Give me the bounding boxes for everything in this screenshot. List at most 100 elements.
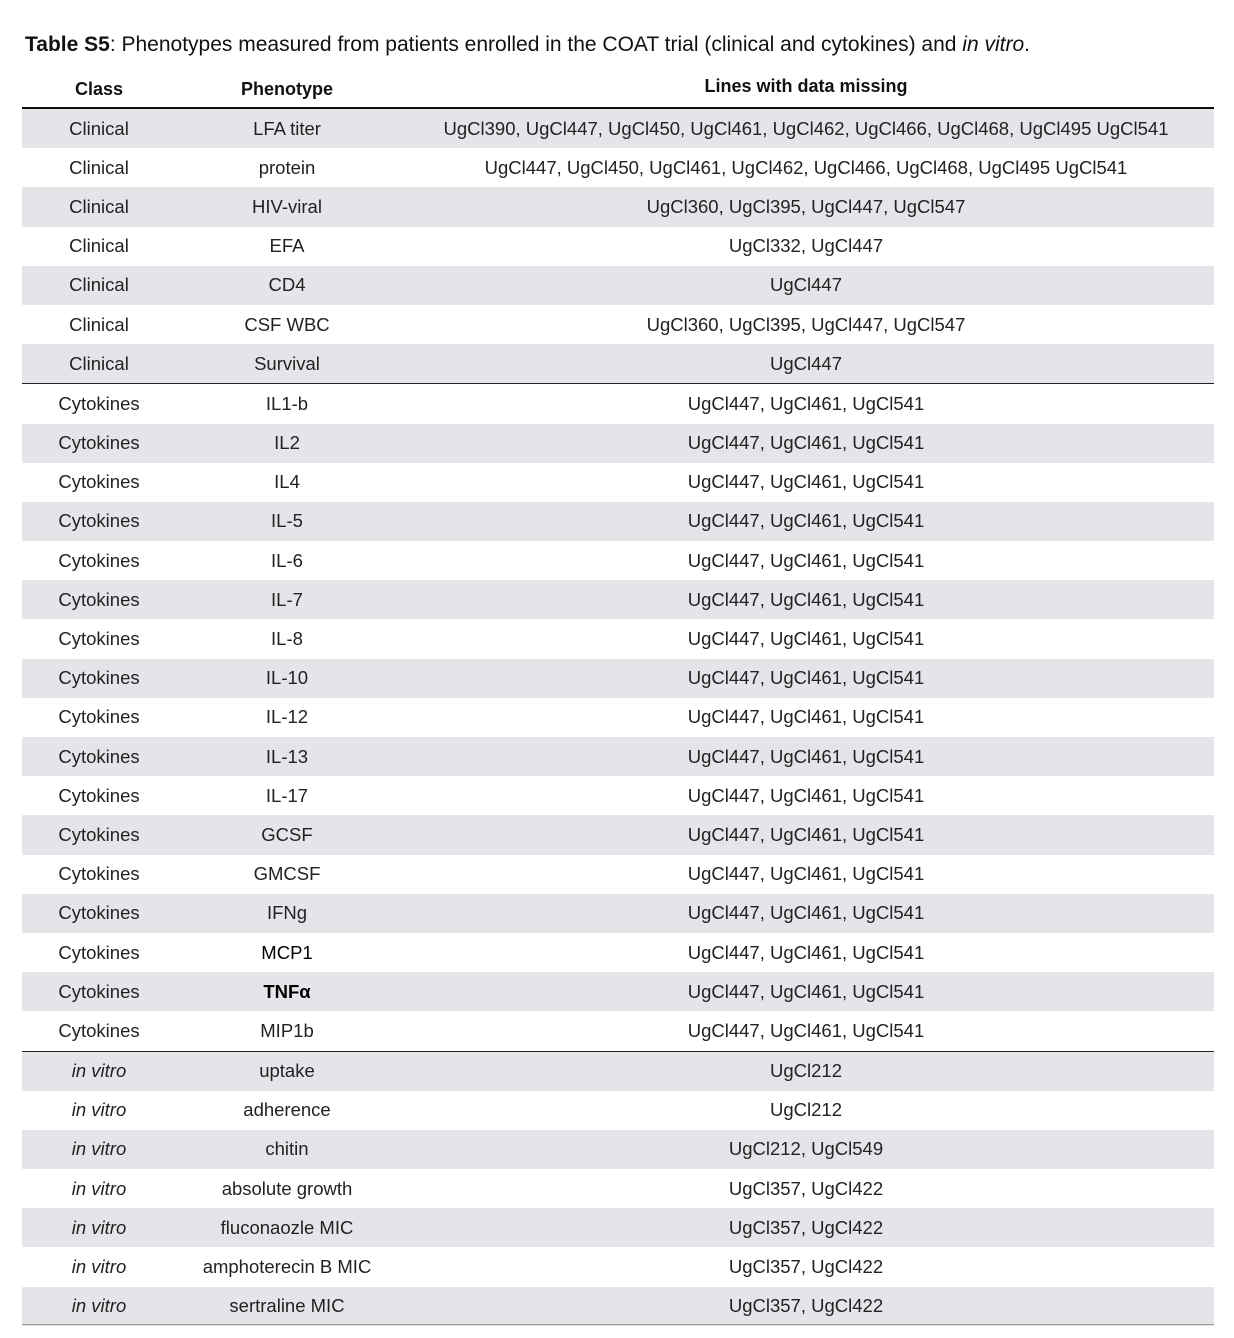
- table-row: in vitro absolute growth UgCl357, UgCl422: [22, 1169, 1214, 1208]
- cell-phenotype: chitin: [265, 1138, 309, 1160]
- cell-class: Clinical: [69, 313, 129, 335]
- table-row: Clinical CD4 UgCl447: [22, 265, 1214, 305]
- table-row: Cytokines IL-6 UgCl447, UgCl461, UgCl541: [22, 541, 1214, 580]
- caption-text: : Phenotypes measured from patients enro…: [109, 33, 963, 56]
- cell-lines-missing: UgCl357, UgCl422: [728, 1177, 884, 1199]
- caption-label: Table S5: [25, 33, 110, 56]
- table-row: Cytokines IL2 UgCl447, UgCl461, UgCl541: [22, 423, 1214, 463]
- cell-class: Clinical: [69, 352, 129, 374]
- cell-lines-missing: UgCl447, UgCl461, UgCl541: [687, 980, 925, 1002]
- cell-lines-missing: UgCl447, UgCl450, UgCl461, UgCl462, UgCl…: [484, 156, 1128, 178]
- cell-phenotype: GMCSF: [253, 863, 321, 885]
- cell-lines-missing: UgCl212, UgCl549: [728, 1138, 884, 1160]
- cell-lines-missing: UgCl447, UgCl461, UgCl541: [687, 471, 925, 493]
- cell-lines-missing: UgCl447, UgCl461, UgCl541: [687, 863, 925, 885]
- cell-class: Cytokines: [58, 628, 140, 650]
- cell-class: Clinical: [69, 195, 129, 217]
- cell-phenotype: MCP1: [261, 941, 313, 963]
- table-row: Cytokines GMCSF UgCl447, UgCl461, UgCl541: [22, 855, 1214, 894]
- table-row: Cytokines IL-8 UgCl447, UgCl461, UgCl541: [22, 619, 1214, 658]
- cell-class: Clinical: [69, 235, 129, 257]
- cell-phenotype: IL-10: [265, 667, 309, 689]
- table-row: Cytokines IL4 UgCl447, UgCl461, UgCl541: [22, 463, 1214, 502]
- cell-lines-missing: UgCl447, UgCl461, UgCl541: [687, 941, 925, 963]
- cell-lines-missing: UgCl332, UgCl447: [728, 235, 884, 257]
- cell-phenotype: sertraline MIC: [229, 1295, 345, 1317]
- cell-phenotype: TNFα: [263, 980, 311, 1002]
- cell-phenotype: IL-17: [265, 784, 309, 806]
- table-row: in vitro fluconaozle MIC UgCl357, UgCl422: [22, 1208, 1214, 1248]
- table-row: in vitro adherence UgCl212: [22, 1091, 1214, 1130]
- cell-phenotype: fluconaozle MIC: [220, 1216, 354, 1238]
- cell-phenotype: amphoterecin B MIC: [202, 1256, 372, 1278]
- cell-class: Cytokines: [58, 1019, 140, 1041]
- cell-class: Cytokines: [58, 432, 140, 454]
- table-row: Clinical LFA titer UgCl390, UgCl447, UgCl4…: [22, 109, 1214, 149]
- cell-phenotype: IFNg: [266, 902, 308, 924]
- cell-class: Cytokines: [58, 823, 140, 845]
- cell-class: Cytokines: [58, 471, 140, 493]
- cell-class: in vitro: [71, 1295, 127, 1317]
- table-caption: Table S5: Phenotypes measured from patie…: [25, 31, 1030, 59]
- cell-class: Cytokines: [58, 588, 140, 610]
- cell-lines-missing: UgCl360, UgCl395, UgCl447, UgCl547: [646, 313, 966, 335]
- cell-lines-missing: UgCl212: [770, 1060, 842, 1082]
- cell-phenotype: uptake: [259, 1060, 315, 1082]
- cell-lines-missing: UgCl447, UgCl461, UgCl541: [687, 510, 925, 532]
- cell-lines-missing: UgCl447, UgCl461, UgCl541: [687, 745, 925, 767]
- cell-lines-missing: UgCl360, UgCl395, UgCl447, UgCl547: [646, 195, 966, 217]
- cell-lines-missing: UgCl447, UgCl461, UgCl541: [687, 1019, 925, 1041]
- table-row: Cytokines IL-5 UgCl447, UgCl461, UgCl541: [22, 501, 1214, 542]
- cell-phenotype: IL-8: [271, 628, 303, 650]
- table-row: Cytokines IL-12 UgCl447, UgCl461, UgCl541: [22, 698, 1214, 737]
- cell-phenotype: HIV-viral: [252, 195, 322, 217]
- cell-lines-missing: UgCl447, UgCl461, UgCl541: [687, 706, 925, 728]
- cell-lines-missing: UgCl447, UgCl461, UgCl541: [687, 432, 925, 454]
- table-row: Clinical HIV-viral UgCl360, UgCl395, UgCl4…: [22, 187, 1214, 227]
- cell-lines-missing: UgCl447, UgCl461, UgCl541: [687, 588, 925, 610]
- cell-phenotype: CSF WBC: [244, 313, 330, 335]
- table-bottom-rule: [22, 1324, 1214, 1325]
- cell-lines-missing: UgCl447, UgCl461, UgCl541: [687, 667, 925, 689]
- table-row: Clinical Survival UgCl447: [22, 344, 1214, 384]
- cell-class: Cytokines: [58, 510, 140, 532]
- cell-class: Cytokines: [58, 902, 140, 924]
- cell-phenotype: EFA: [269, 235, 305, 257]
- table-row: Cytokines GCSF UgCl447, UgCl461, UgCl541: [22, 815, 1214, 855]
- table-row: Cytokines IFNg UgCl447, UgCl461, UgCl541: [22, 893, 1214, 933]
- cell-lines-missing: UgCl447, UgCl461, UgCl541: [687, 902, 925, 924]
- cell-phenotype: LFA titer: [253, 117, 321, 139]
- header-class: Class: [74, 79, 124, 99]
- cell-class: in vitro: [71, 1060, 127, 1082]
- table-row: Cytokines IL1-b UgCl447, UgCl461, UgCl541: [22, 383, 1214, 423]
- table-row: Clinical CSF WBC UgCl360, UgCl395, UgCl447…: [22, 305, 1214, 344]
- cell-lines-missing: UgCl447, UgCl461, UgCl541: [687, 823, 925, 845]
- cell-lines-missing: UgCl447, UgCl461, UgCl541: [687, 392, 925, 414]
- caption-italic-text: in vitro: [962, 33, 1025, 56]
- cell-phenotype: Survival: [254, 352, 320, 374]
- cell-class: in vitro: [71, 1177, 127, 1199]
- cell-phenotype: IL-6: [271, 549, 303, 571]
- cell-class: Cytokines: [58, 980, 140, 1002]
- cell-lines-missing: UgCl357, UgCl422: [728, 1216, 884, 1238]
- cell-phenotype: IL-12: [265, 706, 309, 728]
- cell-phenotype: IL-7: [271, 588, 303, 610]
- cell-lines-missing: UgCl357, UgCl422: [728, 1256, 884, 1278]
- cell-phenotype: adherence: [243, 1099, 331, 1121]
- cell-lines-missing: UgCl447: [770, 352, 842, 374]
- cell-class: Cytokines: [58, 941, 140, 963]
- table-row: Cytokines IL-7 UgCl447, UgCl461, UgCl541: [22, 580, 1214, 620]
- table-row: in vitro uptake UgCl212: [22, 1050, 1214, 1091]
- cell-class: Clinical: [69, 156, 129, 178]
- header-lines-missing: Lines with data missing: [704, 76, 908, 96]
- cell-class: in vitro: [71, 1216, 127, 1238]
- table-row: Cytokines IL-17 UgCl447, UgCl461, UgCl541: [22, 776, 1214, 815]
- cell-class: Cytokines: [58, 392, 140, 414]
- cell-phenotype: absolute growth: [221, 1177, 353, 1199]
- table-row: in vitro chitin UgCl212, UgCl549: [22, 1129, 1214, 1170]
- table-row: in vitro amphoterecin B MIC UgCl357, UgCl4…: [22, 1247, 1214, 1286]
- cell-lines-missing: UgCl447: [770, 274, 842, 296]
- cell-lines-missing: UgCl357, UgCl422: [728, 1295, 884, 1317]
- table-row: Cytokines MIP1b UgCl447, UgCl461, UgCl541: [22, 1011, 1214, 1050]
- cell-phenotype: protein: [258, 156, 316, 178]
